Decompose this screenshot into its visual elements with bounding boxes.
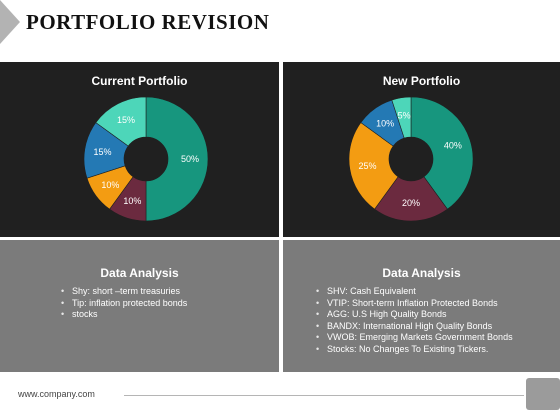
list-item: SHV: Cash Equivalent [316,286,513,298]
current-portfolio-panel: Current Portfolio 50% 10% 10% 15% 15% [0,62,279,237]
data-analysis-title: Data Analysis [100,266,179,280]
list-item: AGG: U.S High Quality Bonds [316,309,513,321]
list-item: BANDX: International High Quality Bonds [316,321,513,333]
slice-data-label: 10% [376,118,394,128]
list-item: Shy: short –term treasuries [61,286,187,298]
current-data-analysis-panel: Data Analysis Shy: short –term treasurie… [0,240,279,372]
data-analysis-title: Data Analysis [382,266,461,280]
slice-data-label: 15% [94,147,112,157]
footer-decorative-box [526,378,560,410]
new-portfolio-panel: New Portfolio 40% 20% 25% 10% 5% [283,62,560,237]
list-item: stocks [61,309,187,321]
slice-data-label: 20% [402,198,420,208]
list-item: Tip: inflation protected bonds [61,298,187,310]
donut-hole [124,137,168,181]
new-data-analysis-panel: Data Analysis SHV: Cash Equivalent VTIP:… [283,240,560,372]
slice-data-label: 25% [359,161,377,171]
slice-data-label: 40% [444,140,462,150]
new-portfolio-title: New Portfolio [382,74,461,88]
slice-data-label: 5% [398,111,411,121]
new-portfolio-donut-chart: 40% 20% 25% 10% 5% [348,96,474,222]
corner-triangle-decoration [0,0,20,44]
slice-data-label: 10% [101,180,119,190]
footer-divider [124,395,524,396]
donut-hole [389,137,433,181]
list-item: VTIP: Short-term Inflation Protected Bon… [316,298,513,310]
slice-data-label: 50% [181,154,199,164]
page-title: PORTFOLIO REVISION [26,10,270,34]
current-portfolio-donut-chart: 50% 10% 10% 15% 15% [83,96,209,222]
slice-data-label: 15% [117,115,135,125]
new-analysis-list: SHV: Cash Equivalent VTIP: Short-term In… [313,286,513,355]
current-portfolio-title: Current Portfolio [91,74,188,88]
current-analysis-list: Shy: short –term treasuries Tip: inflati… [58,286,187,321]
slice-data-label: 10% [123,196,141,206]
list-item: Stocks: No Changes To Existing Tickers. [316,344,513,356]
footer-website-link[interactable]: www.company.com [18,389,95,399]
list-item: VWOB: Emerging Markets Government Bonds [316,332,513,344]
